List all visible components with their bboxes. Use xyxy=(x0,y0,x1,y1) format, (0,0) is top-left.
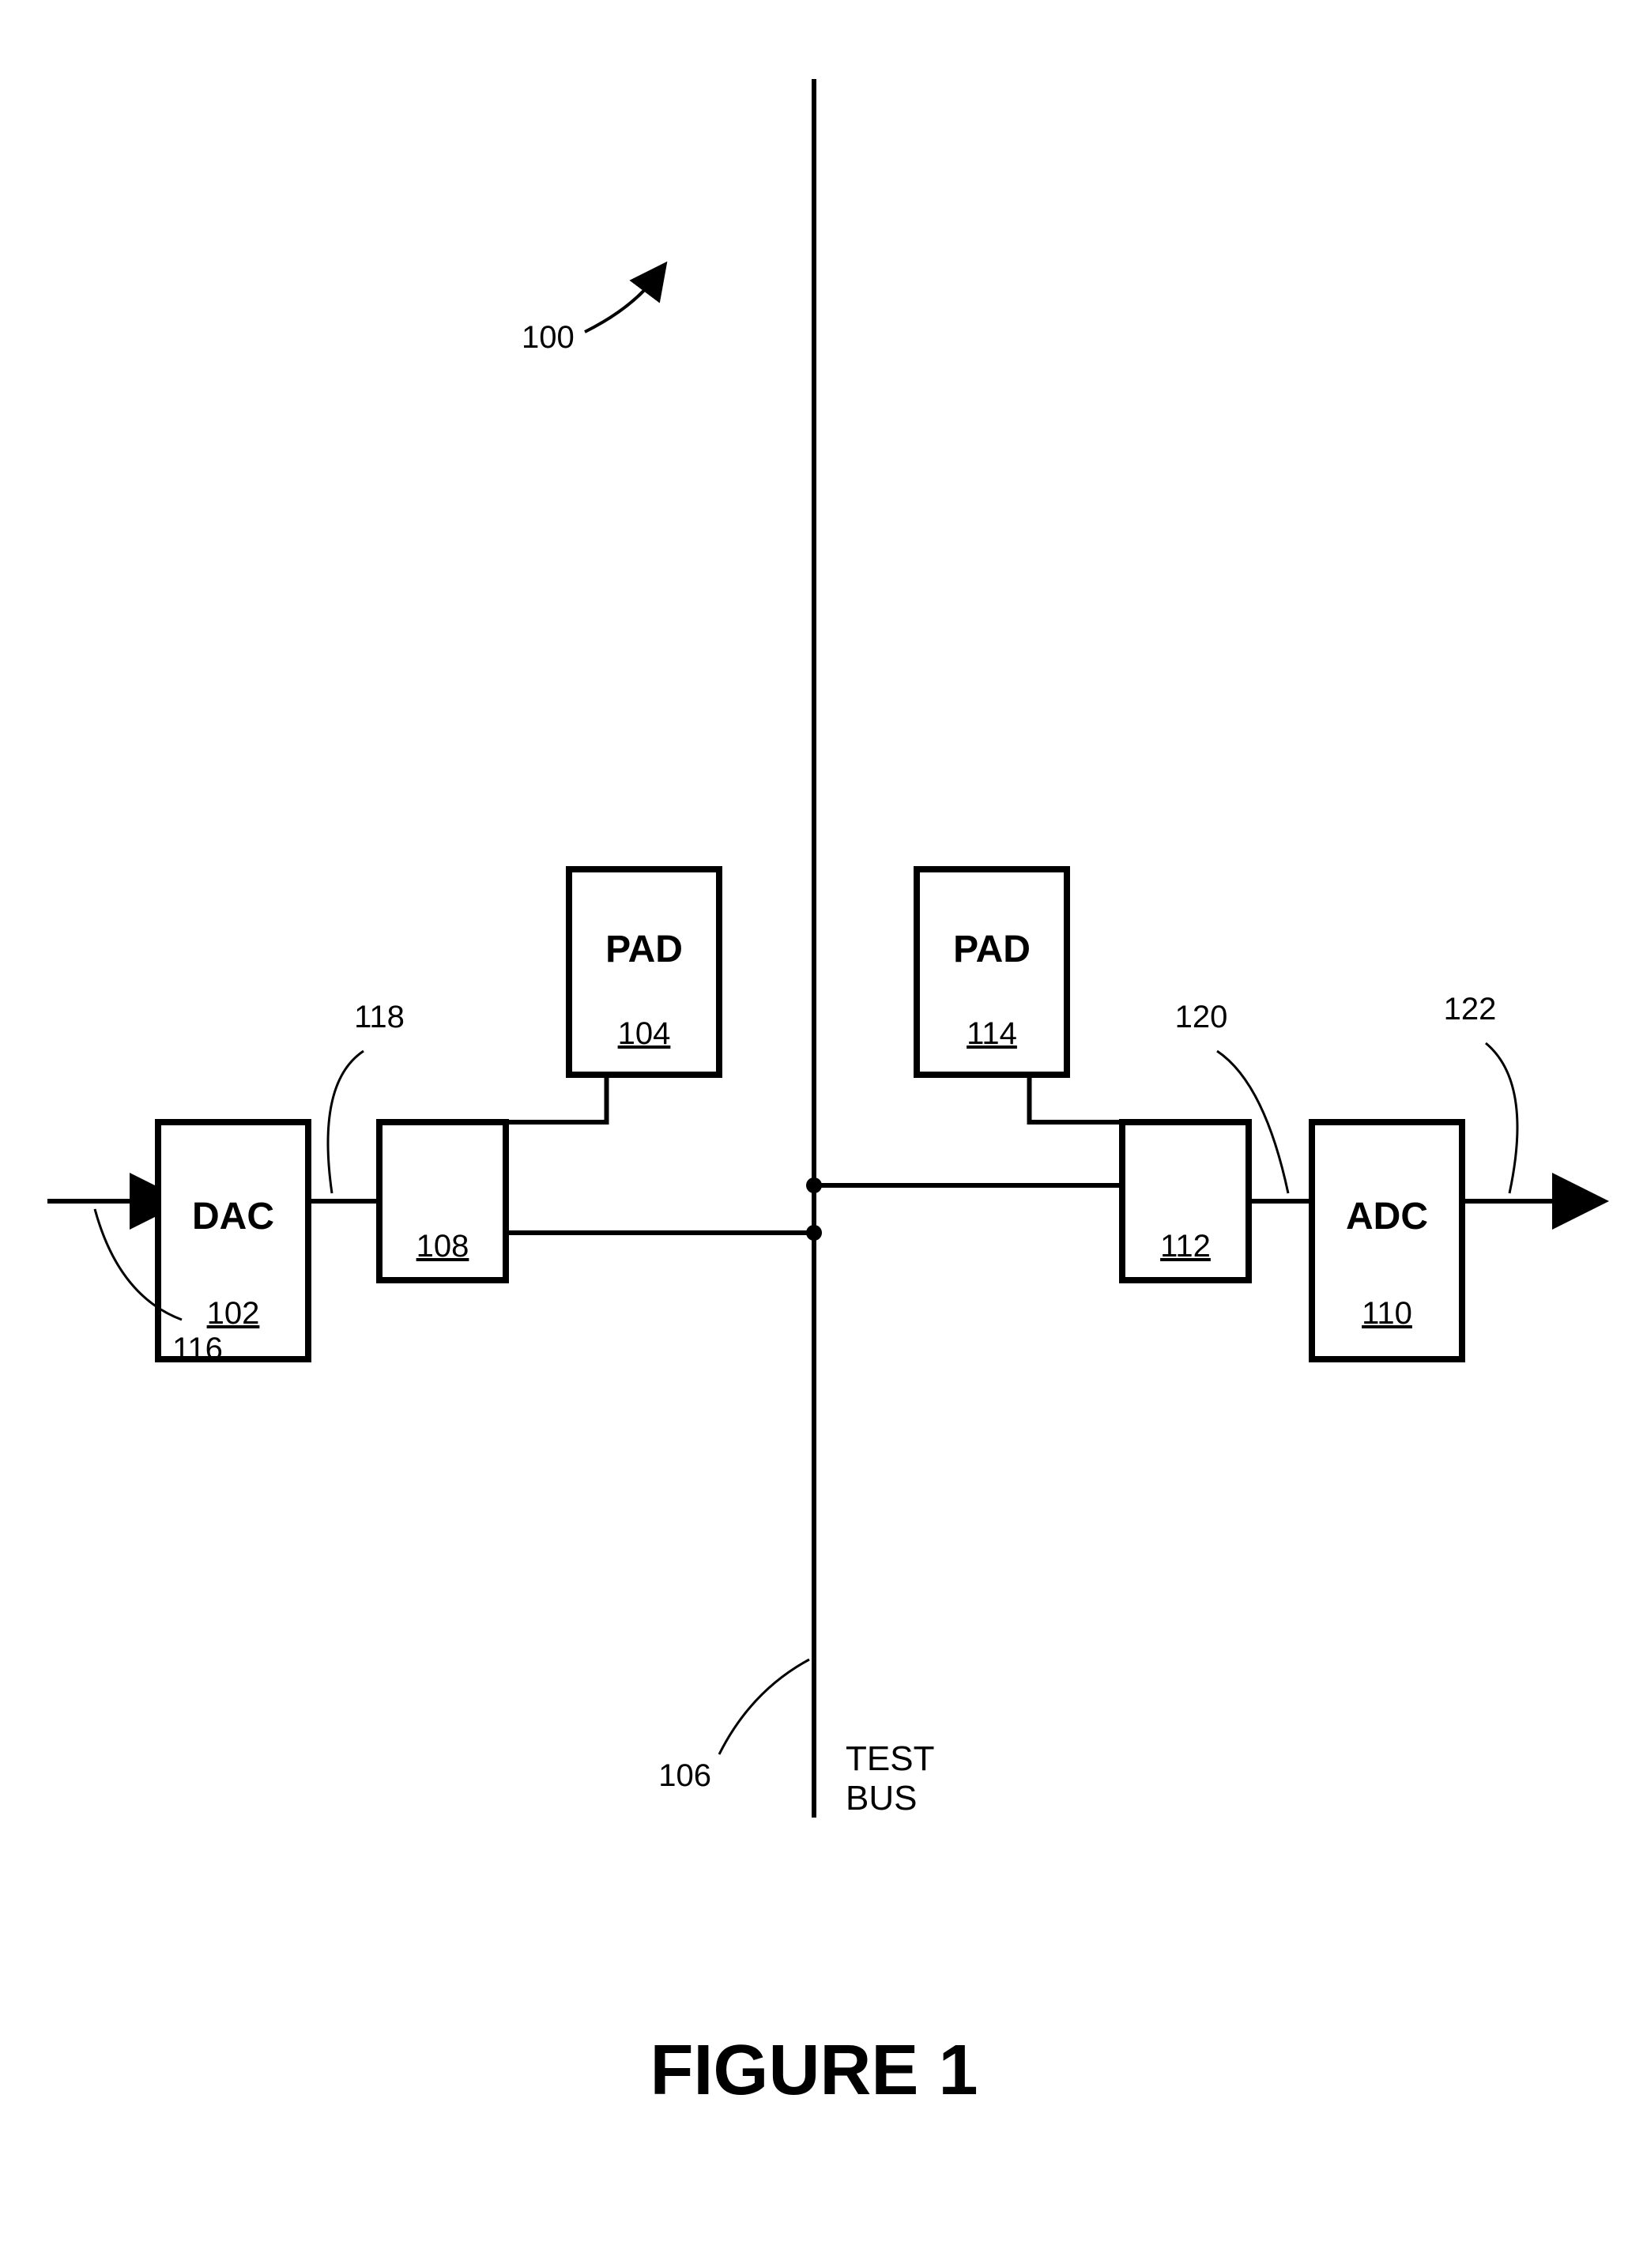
callout-120: 120 xyxy=(1175,1000,1228,1034)
pad-left-label: PAD xyxy=(605,929,683,970)
callout-122: 122 xyxy=(1444,992,1497,1027)
switch-right-ref: 112 xyxy=(1160,1229,1211,1264)
pad-left-ref: 104 xyxy=(618,1016,671,1051)
junction-dot xyxy=(806,1177,822,1193)
callout-116: 116 xyxy=(172,1332,223,1366)
callout-arc-122 xyxy=(1486,1043,1517,1193)
assembly-ref: 100 xyxy=(522,320,575,355)
callout-106: 106 xyxy=(658,1758,711,1793)
pad-left-wire xyxy=(443,1075,607,1122)
pad-left-block: PAD 104 xyxy=(569,869,719,1075)
dac-block: DAC 102 xyxy=(158,1122,308,1359)
callout-arc-118 xyxy=(328,1051,364,1193)
figure-title: FIGURE 1 xyxy=(650,2031,978,2110)
dac-label: DAC xyxy=(192,1196,274,1238)
switch-left-ref: 108 xyxy=(416,1229,469,1264)
pad-right-wire xyxy=(1030,1075,1186,1122)
adc-ref: 110 xyxy=(1362,1296,1412,1331)
assembly-arrow xyxy=(585,277,656,332)
adc-label: ADC xyxy=(1346,1196,1428,1238)
dac-ref: 102 xyxy=(207,1296,260,1331)
callout-arc-106 xyxy=(719,1660,809,1754)
callout-118: 118 xyxy=(354,1000,405,1034)
pad-right-label: PAD xyxy=(953,929,1031,970)
test-bus-label-1: TEST xyxy=(846,1739,934,1778)
switch-right-block: 112 xyxy=(1122,1122,1249,1280)
test-bus-label-2: BUS xyxy=(846,1779,917,1818)
pad-right-ref: 114 xyxy=(967,1016,1017,1051)
junction-dot xyxy=(806,1225,822,1241)
switch-left-block: 108 xyxy=(379,1122,506,1280)
pad-right-block: PAD 114 xyxy=(917,869,1067,1075)
adc-block: ADC 110 xyxy=(1312,1122,1462,1359)
